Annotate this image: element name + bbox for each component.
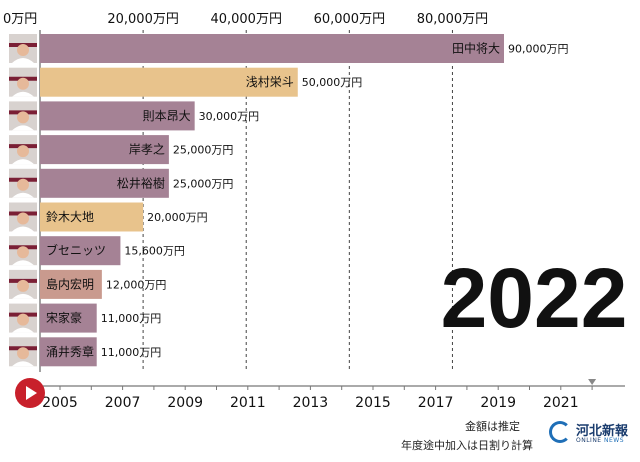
bar	[40, 269, 102, 299]
bar-value-label: 11,000万円	[101, 346, 162, 359]
bar-name-label: 則本昂大	[143, 109, 191, 123]
bar	[40, 34, 504, 63]
bar-row: 田中将大 90,000万円	[9, 34, 569, 63]
face-shape	[17, 246, 29, 259]
timeline-year-label: 2021	[543, 395, 579, 411]
bar-row: 鈴木大地 20,000万円	[9, 202, 208, 232]
jersey-shape	[12, 327, 34, 333]
note-estimated: 金額は推定	[465, 420, 520, 433]
bar-name-label: 浅村栄斗	[246, 75, 294, 89]
face-shape	[17, 44, 29, 56]
timeline-year-label: 2009	[167, 395, 203, 411]
play-icon	[26, 386, 37, 400]
bar-row: ブセニッツ 15,600万円	[9, 236, 185, 266]
timeline-axis: 2005 2007 2009 2011 2013 2015 2017 2019 2021	[42, 379, 625, 411]
bar-name-label: 涌井秀章	[46, 344, 94, 359]
jersey-shape	[12, 125, 34, 131]
bar-row: 松井裕樹 25,000万円	[9, 168, 234, 198]
bar	[40, 303, 97, 333]
x-axis-ticks: 0万円 20,000万円 40,000万円 60,000万円 80,000万円	[3, 12, 488, 27]
jersey-shape	[12, 260, 34, 266]
face-shape	[17, 279, 29, 292]
bar	[40, 135, 169, 165]
bar-name-label: 島内宏明	[46, 276, 94, 291]
bar-row: 則本昂大 30,000万円	[9, 101, 260, 131]
bar-row: 島内宏明 12,000万円	[9, 269, 167, 299]
bar-value-label: 50,000万円	[302, 76, 363, 89]
bar-name-label: ブセニッツ	[46, 243, 106, 258]
bar-name-label: 鈴木大地	[46, 209, 94, 224]
jersey-shape	[12, 159, 34, 165]
timeline-year-label: 2017	[418, 395, 454, 411]
note-prorated: 年度途中加入は日割り計算	[401, 439, 533, 452]
bar	[40, 67, 298, 97]
bar-name-label: 宋家豪	[46, 310, 82, 325]
bar-value-label: 25,000万円	[173, 144, 234, 157]
bar-name-label: 田中将大	[452, 41, 500, 56]
bar-row: 岸孝之 25,000万円	[9, 135, 234, 165]
bar-row: 涌井秀章 11,000万円	[9, 337, 162, 367]
jersey-shape	[12, 226, 34, 232]
jersey-shape	[12, 361, 34, 367]
bar-value-label: 11,000万円	[101, 312, 162, 325]
x-tick-label: 60,000万円	[314, 12, 386, 27]
bar-value-label: 30,000万円	[199, 110, 260, 123]
bar-name-label: 岸孝之	[129, 143, 165, 157]
jersey-shape	[12, 192, 34, 198]
face-shape	[17, 313, 29, 326]
x-tick-label: 0万円	[3, 12, 37, 27]
bar-row: 浅村栄斗 50,000万円	[9, 67, 363, 97]
bar	[40, 337, 97, 367]
x-tick-label: 20,000万円	[107, 12, 179, 27]
bar	[40, 101, 195, 131]
face-shape	[17, 111, 29, 124]
bar	[40, 236, 121, 266]
face-shape	[17, 347, 29, 360]
face-shape	[17, 212, 29, 225]
bar	[40, 168, 169, 198]
timeline-year-label: 2007	[105, 395, 141, 411]
logo-sub: ONLINE NEWS	[576, 437, 625, 444]
bar-row: 宋家豪 11,000万円	[9, 303, 162, 333]
jersey-shape	[12, 91, 34, 97]
kahoku-logo: 河北新報 ONLINE NEWS	[549, 420, 633, 450]
play-button[interactable]	[15, 378, 45, 408]
bar-name-label: 松井裕樹	[117, 175, 165, 190]
timeline-year-label: 2011	[230, 395, 266, 411]
bar-value-label: 15,600万円	[124, 245, 185, 258]
face-shape	[17, 178, 29, 191]
timeline-year-label: 2015	[355, 395, 391, 411]
bar	[40, 202, 144, 232]
face-shape	[17, 145, 29, 158]
timeline-year-label: 2005	[42, 395, 78, 411]
jersey-shape	[12, 293, 34, 299]
bar-value-label: 12,000万円	[106, 278, 167, 291]
bar-value-label: 20,000万円	[147, 211, 208, 224]
x-tick-label: 40,000万円	[210, 12, 282, 27]
logo-name: 河北新報	[576, 424, 629, 439]
jersey-shape	[12, 58, 34, 63]
logo-mark-icon	[549, 421, 571, 443]
timeline-handle[interactable]	[588, 379, 597, 385]
timeline-year-label: 2013	[293, 395, 329, 411]
bar-value-label: 90,000万円	[508, 43, 569, 56]
current-year-label: 2022	[441, 251, 628, 345]
x-tick-label: 80,000万円	[417, 12, 489, 27]
face-shape	[17, 77, 29, 90]
bar-value-label: 25,000万円	[173, 177, 234, 190]
timeline-year-label: 2019	[480, 395, 516, 411]
